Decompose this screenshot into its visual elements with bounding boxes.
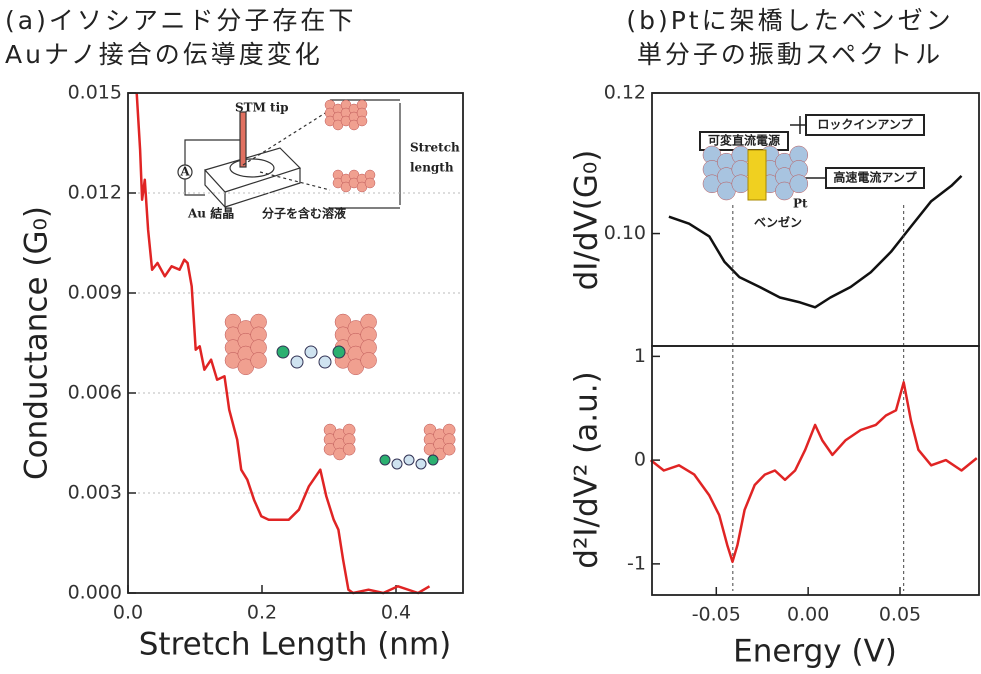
ring-atom: [304, 345, 318, 359]
annotation: ロックインアンプ: [817, 117, 913, 132]
y-tick-label: -1: [627, 552, 646, 574]
annotation: ベンゼン: [754, 215, 802, 230]
atom: [442, 442, 456, 456]
y-tick-label: 0.12: [604, 82, 646, 104]
y-tick-label: 0.012: [68, 182, 122, 204]
ring-atom: [379, 454, 391, 466]
stm-tip: [239, 111, 247, 168]
x-tick-label: -0.05: [692, 604, 741, 626]
x-axis-label: Energy (V): [733, 634, 897, 670]
y-tick-label: 0.009: [68, 282, 122, 304]
x-tick-label: 0.00: [787, 604, 829, 626]
plot-frame: [127, 92, 464, 594]
y-axis-label: Conductance (G₀): [19, 206, 55, 480]
annotation: A: [179, 165, 190, 179]
annotation: Stretch: [410, 141, 460, 155]
x-tick-label: 0.0: [113, 602, 143, 624]
ring-atom: [415, 458, 427, 470]
ring-atom: [403, 454, 415, 466]
ring-atom: [290, 355, 304, 369]
sample-block: [203, 147, 302, 209]
y-tick-label: 0.000: [68, 582, 122, 604]
wires: [184, 139, 240, 196]
stretch-bracket: [330, 99, 401, 209]
ring-atom: [427, 454, 439, 466]
atom: [364, 177, 376, 189]
y-axis-label: dI/dV(G₀): [569, 150, 605, 291]
atom: [731, 174, 751, 194]
y-axis-label: d²I/dV² (a.u.): [569, 371, 605, 568]
data-line: [668, 175, 963, 309]
y-tick-label: 0.10: [604, 222, 646, 244]
x-tick-label: 0.4: [381, 602, 411, 624]
zoom-lines: [242, 109, 331, 191]
y-tick-label: 1: [634, 345, 646, 367]
atom: [250, 352, 267, 369]
solution-drop: [229, 158, 275, 178]
annotation: STM tip: [235, 101, 289, 115]
atom: [360, 352, 377, 369]
y-tick-label: 0.015: [68, 82, 122, 104]
data-line: [649, 381, 978, 564]
atom: [342, 442, 356, 456]
annotation: 可変直流電源: [708, 133, 780, 148]
annotation: 高速電流アンプ: [833, 170, 917, 185]
data-line: [135, 92, 431, 595]
annotation: Pt: [793, 197, 808, 211]
x-tick-label: 0.05: [879, 604, 921, 626]
y-tick-label: 0: [634, 449, 646, 471]
ring-atom: [332, 345, 346, 359]
ring-atom: [391, 458, 403, 470]
ring-atom: [276, 345, 290, 359]
x-axis-label: Stretch Length (nm): [139, 627, 451, 663]
chart-title: 単分子の振動スペクトル: [637, 40, 943, 69]
chart-title: Auナノ接合の伝導度変化: [5, 40, 323, 69]
atom: [356, 115, 368, 127]
annotation: 分子を含む溶液: [262, 206, 346, 221]
annotation: length: [410, 161, 454, 175]
annotation: Au 結晶: [187, 206, 234, 221]
benzene: [747, 149, 767, 201]
y-tick-label: 0.003: [68, 482, 122, 504]
x-tick-label: 0.2: [247, 602, 277, 624]
y-tick-label: 0.006: [68, 382, 122, 404]
chart-title: (b)Ptに架橋したベンゼン: [626, 6, 953, 35]
ring-atom: [318, 355, 332, 369]
atom: [789, 174, 809, 194]
inset-left: [177, 99, 401, 209]
chart-title: (a)イソシアニド分子存在下: [5, 6, 356, 35]
plot-frame: [651, 345, 980, 596]
